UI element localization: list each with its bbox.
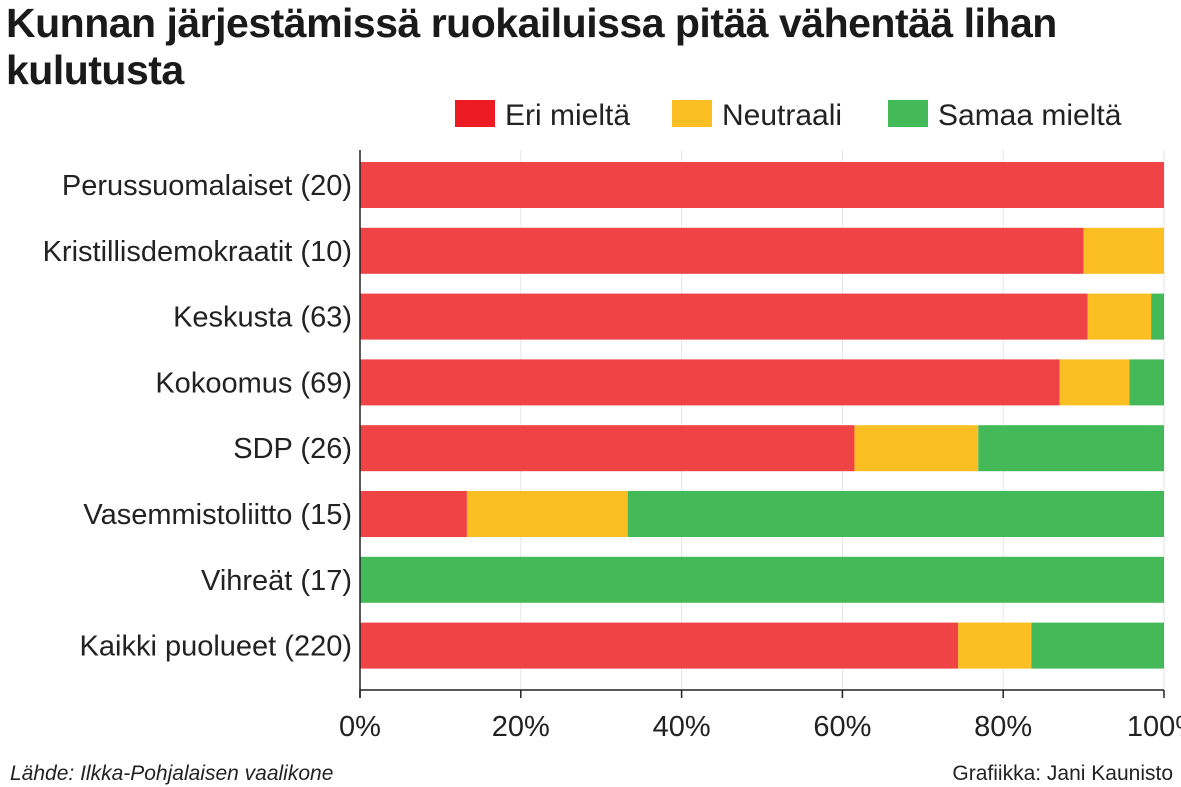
bar-segment	[360, 293, 1088, 340]
x-tick-label: 40%	[653, 711, 711, 743]
bar-segment	[1087, 293, 1152, 340]
bar-segment	[1083, 227, 1164, 274]
bar-segment	[360, 227, 1084, 274]
category-label: SDP (26)	[233, 433, 352, 465]
bar-segment	[360, 622, 959, 669]
bar-segment	[360, 491, 467, 537]
legend-swatch	[455, 100, 495, 127]
x-tick-label: 0%	[339, 711, 381, 743]
bar-segment	[360, 359, 1060, 406]
category-label: Kristillisdemokraatit (10)	[43, 236, 352, 268]
bar-segment	[360, 162, 1164, 208]
category-label: Kokoomus (69)	[155, 367, 352, 399]
bar-segment	[1151, 293, 1164, 340]
x-tick-label: 60%	[813, 711, 871, 743]
bar-segment	[1129, 359, 1164, 406]
credit-note: Grafiikka: Jani Kaunisto	[952, 762, 1173, 785]
bar-segment	[1059, 359, 1130, 406]
category-label: Kaikki puolueet (220)	[80, 631, 352, 663]
bar-segment	[627, 491, 1164, 537]
category-label: Keskusta (63)	[173, 302, 352, 334]
bar-segment	[958, 622, 1032, 669]
x-tick-label: 100%	[1127, 711, 1181, 743]
bar-segment	[360, 425, 855, 472]
legend-label: Eri mieltä	[505, 99, 630, 132]
category-label: Vihreät (17)	[201, 565, 352, 597]
bar-segment	[466, 491, 628, 537]
x-tick-label: 80%	[974, 711, 1032, 743]
legend-label: Neutraali	[722, 99, 842, 132]
legend-label: Samaa mieltä	[938, 99, 1122, 132]
legend-swatch	[672, 100, 712, 127]
bar-segment	[854, 425, 979, 472]
category-label: Perussuomalaiset (20)	[62, 170, 352, 202]
category-label: Vasemmistoliitto (15)	[83, 499, 352, 531]
bar-segment	[978, 425, 1164, 472]
x-tick-label: 20%	[492, 711, 550, 743]
source-note: Lähde: Ilkka-Pohjalaisen vaalikone	[10, 762, 334, 785]
chart-title: Kunnan järjestämissä ruokailuissa pitää …	[6, 0, 1057, 93]
bar-segment	[1031, 622, 1164, 669]
legend-swatch	[888, 100, 928, 127]
bar-segment	[360, 556, 1164, 603]
